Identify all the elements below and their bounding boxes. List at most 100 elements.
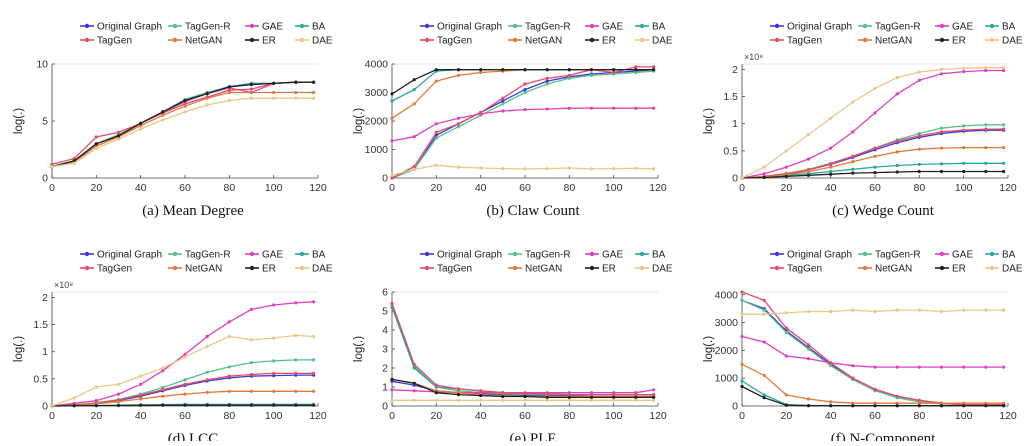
data-point <box>1002 161 1006 165</box>
data-point <box>740 176 744 180</box>
x-tick-label: 100 <box>265 410 283 422</box>
legend-label: BA <box>312 250 326 261</box>
data-point <box>567 68 571 72</box>
data-point <box>1002 169 1006 174</box>
series-line <box>741 363 1004 404</box>
data-point <box>652 167 656 171</box>
data-point <box>161 369 165 373</box>
data-point <box>227 98 231 103</box>
data-point <box>589 398 594 402</box>
series-line <box>391 164 654 176</box>
data-point <box>806 169 811 174</box>
legend-label: NetGAN <box>525 264 562 275</box>
data-point <box>183 382 187 386</box>
x-tick-label: 80 <box>913 182 925 194</box>
legend-marker <box>172 265 178 271</box>
data-point <box>984 169 988 174</box>
data-point <box>50 404 54 408</box>
legend-label: Original Graph <box>97 250 162 261</box>
data-point <box>829 404 833 408</box>
data-point <box>249 389 254 393</box>
data-point <box>829 165 833 169</box>
series-line <box>51 81 314 168</box>
data-point <box>634 106 638 110</box>
y-multiplier: ×10⁸ <box>744 52 763 62</box>
legend-label: DAE <box>312 264 333 275</box>
data-point <box>829 146 833 150</box>
data-point <box>873 86 877 90</box>
data-point <box>851 404 855 408</box>
data-point <box>917 70 921 74</box>
data-point <box>139 127 143 131</box>
legend-marker <box>424 265 430 271</box>
data-point <box>784 403 788 407</box>
legend-marker <box>774 265 780 271</box>
data-point <box>479 389 483 393</box>
y-tick-label: 6 <box>382 287 388 299</box>
y-tick-label: 4000 <box>365 59 389 71</box>
data-point <box>456 393 461 397</box>
data-point <box>612 70 616 75</box>
data-point <box>762 396 766 400</box>
series-line <box>51 334 314 407</box>
data-point <box>294 96 298 100</box>
data-point <box>634 65 638 69</box>
data-point <box>806 397 811 401</box>
legend-label: ER <box>602 36 616 47</box>
data-point <box>183 352 187 356</box>
data-point <box>523 108 527 112</box>
data-point <box>312 96 316 100</box>
data-point <box>806 133 811 137</box>
data-point <box>412 88 416 92</box>
data-point <box>294 389 298 393</box>
y-tick-label: 2 <box>382 363 388 375</box>
y-tick-label: 2000 <box>365 116 389 128</box>
data-point <box>139 124 143 128</box>
chart-panel: Original Graph TagGen-R GAE BA TagGen NetGAN E… <box>353 250 673 446</box>
data-point <box>962 128 966 132</box>
data-point <box>917 162 921 166</box>
legend-marker <box>512 23 518 29</box>
series-line <box>51 81 314 168</box>
chart-panel: Original Graph TagGen-R GAE BA TagGen NetGAN E… <box>703 22 1023 220</box>
x-tick-label: 100 <box>955 410 973 422</box>
data-point <box>501 391 505 395</box>
data-point <box>139 397 143 401</box>
series-line <box>51 81 314 168</box>
y-tick-label: 0.5 <box>723 145 738 157</box>
legend-label: NetGAN <box>185 264 222 275</box>
data-point <box>312 334 316 339</box>
data-point <box>183 392 187 396</box>
data-point <box>567 395 571 399</box>
data-point <box>851 364 855 368</box>
data-point <box>294 371 298 375</box>
data-point <box>434 391 438 395</box>
legend-label: GAE <box>952 250 973 261</box>
data-point <box>634 68 638 72</box>
data-point <box>851 167 855 171</box>
x-tick-label: 60 <box>519 182 531 194</box>
data-point <box>851 100 855 104</box>
data-point <box>873 401 877 405</box>
data-point <box>784 149 788 153</box>
data-point <box>205 344 209 348</box>
data-point <box>806 347 811 351</box>
data-point <box>829 400 833 404</box>
data-point <box>962 70 966 74</box>
data-point <box>94 146 98 150</box>
data-point <box>116 400 121 404</box>
data-point <box>312 358 316 362</box>
x-tick-label: 40 <box>825 182 837 194</box>
data-point <box>851 308 855 312</box>
data-point <box>412 366 416 370</box>
data-point <box>227 320 231 324</box>
x-tick-label: 100 <box>605 410 623 422</box>
y-tick-label: 1000 <box>715 373 739 385</box>
data-point <box>116 403 121 408</box>
legend-marker <box>299 37 305 43</box>
legend-label: TagGen-R <box>185 250 231 261</box>
series-line <box>391 303 654 396</box>
data-point <box>501 394 505 399</box>
data-point <box>784 165 788 169</box>
data-point <box>183 102 187 106</box>
